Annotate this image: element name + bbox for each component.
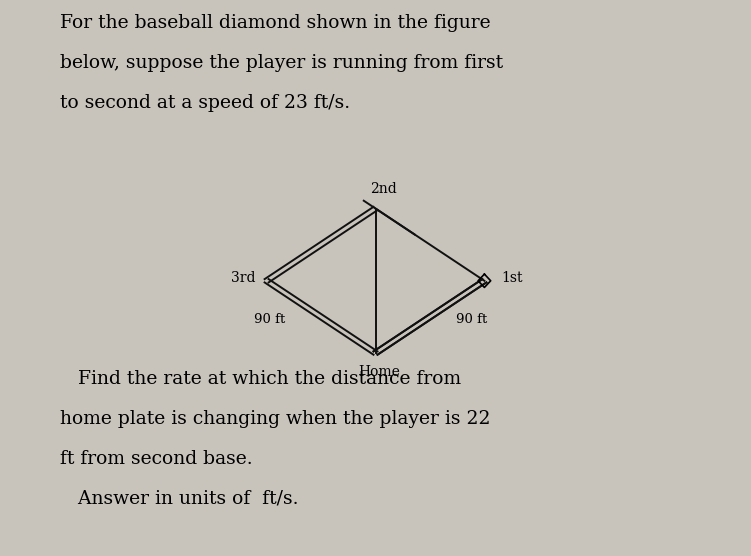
Text: ft from second base.: ft from second base. [60, 450, 252, 468]
Text: 3rd: 3rd [231, 271, 255, 285]
Text: 90 ft: 90 ft [457, 313, 487, 326]
Text: Home: Home [358, 365, 400, 379]
Text: 90 ft: 90 ft [254, 313, 285, 326]
Text: home plate is changing when the player is 22: home plate is changing when the player i… [60, 410, 490, 428]
Text: below, suppose the player is running from first: below, suppose the player is running fro… [60, 54, 503, 72]
Text: 2nd: 2nd [369, 182, 397, 196]
Text: For the baseball diamond shown in the figure: For the baseball diamond shown in the fi… [60, 14, 490, 32]
Text: Find the rate at which the distance from: Find the rate at which the distance from [60, 370, 461, 388]
Text: 1st: 1st [501, 271, 523, 285]
Text: Answer in units of  ft/s.: Answer in units of ft/s. [60, 490, 299, 508]
Text: to second at a speed of 23 ft/s.: to second at a speed of 23 ft/s. [60, 94, 350, 112]
